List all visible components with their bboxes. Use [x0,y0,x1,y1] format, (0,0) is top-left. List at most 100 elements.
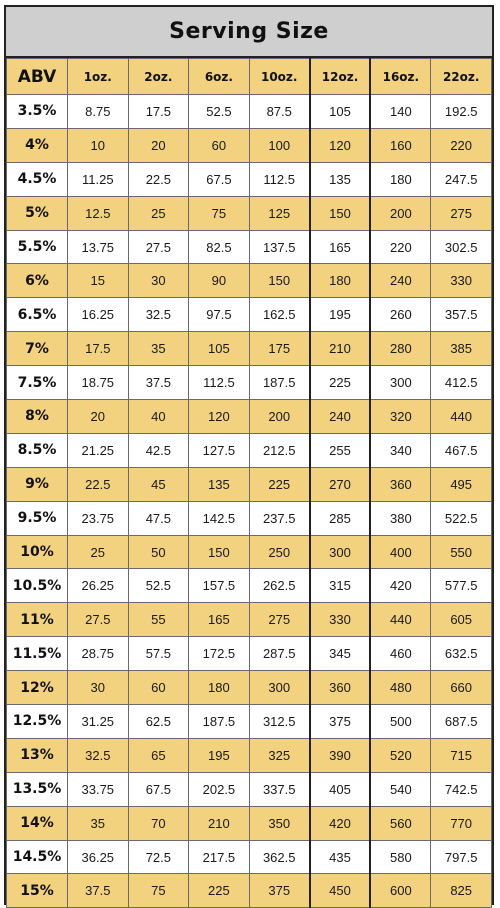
value-cell: 240 [369,263,432,299]
table-row: 11% 27.5 55 165 275 330 440 605 [6,602,492,638]
chart-title: Serving Size [6,7,492,58]
value-cell: 240 [308,399,372,434]
header-serving-3: 6oz. [188,58,250,95]
value-cell: 580 [369,839,432,875]
value-cell: 390 [308,737,372,773]
table-row: 13% 32.5 65 195 325 390 520 715 [6,737,492,773]
value-cell: 65 [127,737,190,773]
table-row: 15% 37.5 75 225 375 450 600 825 [6,873,492,908]
table-row: 4% 10 20 60 100 120 160 220 [6,127,492,163]
value-cell: 62.5 [127,704,190,739]
value-cell: 25 [67,534,129,570]
header-serving-2: 2oz. [127,58,190,95]
value-cell: 70 [127,805,190,841]
value-cell: 687.5 [430,704,492,739]
value-cell: 187.5 [248,365,311,401]
value-cell: 180 [369,161,432,197]
value-cell: 17.5 [67,331,129,367]
value-cell: 11.25 [67,161,129,197]
value-cell: 600 [369,873,432,908]
serving-size-chart: Serving Size ABV 1oz. 2oz. 6oz. 10oz. 12oz. 16… [4,5,494,908]
value-cell: 55 [127,602,190,638]
value-cell: 125 [248,195,311,231]
value-cell: 550 [430,534,492,570]
value-cell: 105 [188,331,250,367]
abv-cell: 12.5% [6,704,68,739]
table-row: 10.5% 26.25 52.5 157.5 262.5 315 420 577.5 [6,568,492,604]
value-cell: 157.5 [188,568,250,604]
value-cell: 312.5 [248,704,311,739]
header-abv: ABV [6,58,68,95]
value-cell: 160 [369,127,432,163]
table-row: 9% 22.5 45 135 225 270 360 495 [6,466,492,502]
value-cell: 187.5 [188,704,250,739]
value-cell: 330 [430,263,492,299]
value-cell: 150 [188,534,250,570]
table-row: 5% 12.5 25 75 125 150 200 275 [6,195,492,231]
value-cell: 380 [369,500,432,536]
value-cell: 60 [127,670,190,706]
value-cell: 420 [369,568,432,604]
value-cell: 75 [127,873,190,908]
value-cell: 440 [430,399,492,434]
value-cell: 120 [308,127,372,163]
table-row: 11.5% 28.75 57.5 172.5 287.5 345 460 632.5 [6,636,492,672]
table-row: 4.5% 11.25 22.5 67.5 112.5 135 180 247.5 [6,161,492,197]
abv-cell: 14% [6,805,68,841]
value-cell: 17.5 [127,94,190,129]
value-cell: 375 [308,704,372,739]
value-cell: 50 [127,534,190,570]
value-cell: 275 [248,602,311,638]
header-serving-6: 16oz. [369,58,432,95]
table-row: 8% 20 40 120 200 240 320 440 [6,399,492,434]
value-cell: 200 [369,195,432,231]
value-cell: 180 [188,670,250,706]
value-cell: 26.25 [67,568,129,604]
value-cell: 285 [308,500,372,536]
abv-cell: 4.5% [6,161,68,197]
value-cell: 797.5 [430,839,492,875]
value-cell: 287.5 [248,636,311,672]
value-cell: 270 [308,466,372,502]
abv-cell: 13% [6,737,68,773]
serving-table: ABV 1oz. 2oz. 6oz. 10oz. 12oz. 16oz. 22oz. 3.5%… [6,58,492,908]
value-cell: 30 [127,263,190,299]
abv-cell: 12% [6,670,68,706]
value-cell: 31.25 [67,704,129,739]
value-cell: 255 [308,432,372,468]
table-row: 7.5% 18.75 37.5 112.5 187.5 225 300 412.5 [6,365,492,401]
value-cell: 412.5 [430,365,492,401]
value-cell: 220 [369,229,432,265]
value-cell: 440 [369,602,432,638]
value-cell: 105 [308,94,372,129]
value-cell: 75 [188,195,250,231]
abv-cell: 3.5% [6,94,68,129]
value-cell: 142.5 [188,500,250,536]
value-cell: 217.5 [188,839,250,875]
value-cell: 47.5 [127,500,190,536]
value-cell: 345 [308,636,372,672]
value-cell: 32.5 [67,737,129,773]
value-cell: 21.25 [67,432,129,468]
value-cell: 212.5 [248,432,311,468]
value-cell: 175 [248,331,311,367]
value-cell: 20 [67,399,129,434]
value-cell: 192.5 [430,94,492,129]
value-cell: 362.5 [248,839,311,875]
value-cell: 52.5 [188,94,250,129]
value-cell: 15 [67,263,129,299]
header-row: ABV 1oz. 2oz. 6oz. 10oz. 12oz. 16oz. 22oz. [6,58,492,95]
table-row: 8.5% 21.25 42.5 127.5 212.5 255 340 467.5 [6,432,492,468]
header-serving-7: 22oz. [430,58,492,95]
value-cell: 237.5 [248,500,311,536]
value-cell: 400 [369,534,432,570]
value-cell: 162.5 [248,297,311,333]
value-cell: 225 [308,365,372,401]
value-cell: 375 [248,873,311,908]
value-cell: 300 [308,534,372,570]
header-serving-4: 10oz. [248,58,311,95]
abv-cell: 4% [6,127,68,163]
value-cell: 405 [308,771,372,807]
value-cell: 467.5 [430,432,492,468]
value-cell: 302.5 [430,229,492,265]
